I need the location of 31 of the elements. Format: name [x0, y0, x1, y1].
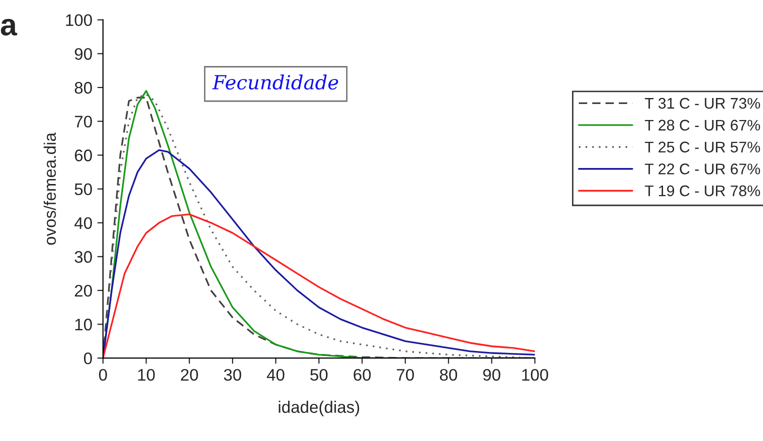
- text: Fecundidade: [212, 74, 338, 90]
- x-tick-label: 10: [138, 368, 155, 381]
- y-tick-label: 70: [74, 116, 92, 128]
- x-tick-label: 100: [522, 368, 548, 381]
- text: a: [0, 18, 18, 36]
- x-tick-label: 50: [310, 368, 328, 381]
- y-tick-label: 30: [74, 251, 92, 263]
- x-tick-label: 90: [483, 368, 500, 381]
- x-tick-label: 30: [224, 368, 242, 381]
- x-tick-label: 40: [266, 368, 284, 381]
- y-tick-label: 80: [74, 82, 92, 94]
- y-tick-label: 40: [74, 217, 92, 229]
- x-tick-label: 70: [396, 368, 414, 381]
- y-axis-title: ovos/femea.dia: [44, 132, 56, 245]
- legend-label: T 25 C - UR 57%: [644, 142, 760, 152]
- y-tick-label: 50: [74, 183, 92, 196]
- y-tick-label: 90: [74, 48, 92, 60]
- y-tick-label: 10: [75, 318, 92, 330]
- x-tick-label: 80: [440, 368, 458, 381]
- legend-label: T 31 C - UR 73%: [644, 98, 760, 109]
- x-tick-label: 60: [354, 368, 371, 381]
- legend-label: T 28 C - UR 67%: [644, 120, 760, 131]
- legend-label: T 22 C - UR 67%: [644, 164, 760, 174]
- y-tick-label: 20: [74, 284, 92, 297]
- y-tick-label: 0: [84, 352, 92, 364]
- x-tick-label: 0: [99, 368, 107, 381]
- y-tick-label: 100: [66, 14, 92, 26]
- legend-label: T 19 C - UR 78%: [644, 185, 760, 196]
- y-tick-label: 60: [74, 150, 92, 162]
- x-tick-label: 20: [180, 368, 198, 381]
- x-axis-title: idade(dias): [278, 400, 360, 416]
